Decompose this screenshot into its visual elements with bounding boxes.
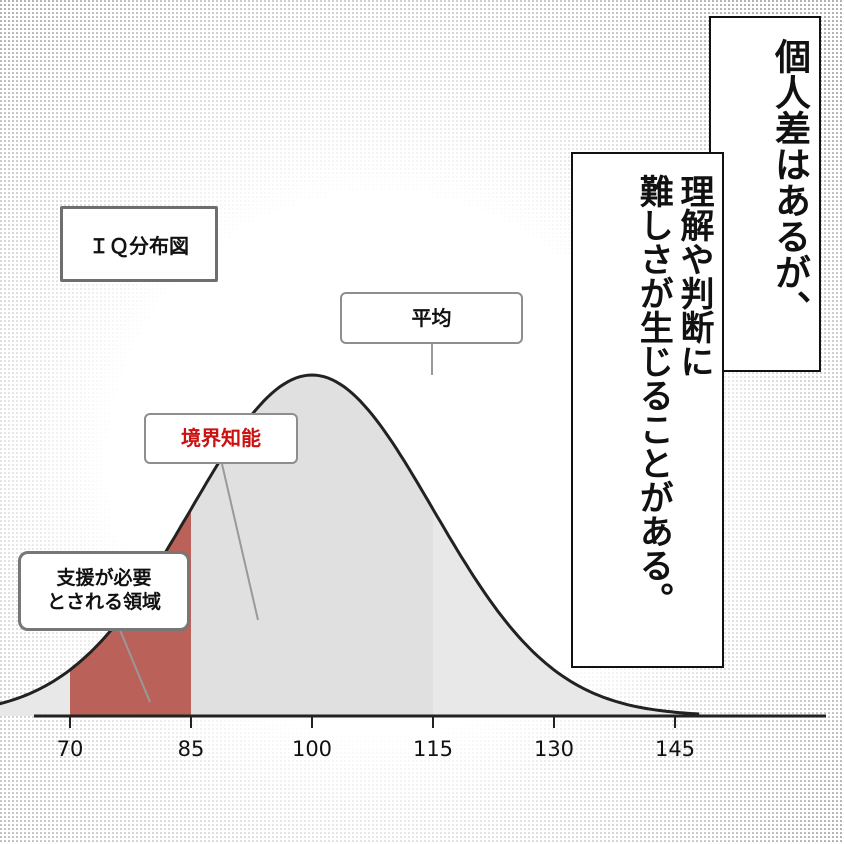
chart-title-box: ＩＱ分布図 — [60, 206, 218, 282]
mean-label: 平均 — [411, 305, 452, 330]
x-tick-label-70: 70 — [57, 737, 84, 761]
support-pointer — [119, 629, 151, 703]
x-tick-label-100: 100 — [292, 737, 332, 761]
x-tick-label-85: 85 — [178, 737, 205, 761]
speech-text-2: 理解や判断に 難しさが生じることがある。 — [633, 174, 714, 616]
borderline-pointer — [221, 463, 259, 621]
speech-bubble-1: 個人差はあるが、 — [709, 16, 821, 372]
speech-bubble-2: 理解や判断に 難しさが生じることがある。 — [571, 152, 724, 668]
borderline-label-box: 境界知能 — [144, 413, 298, 464]
support-label-box: 支援が必要 とされる領域 — [18, 551, 190, 631]
speech-text-1: 個人差はあるが、 — [769, 38, 811, 326]
distribution-curve — [0, 373, 700, 716]
x-tick-label-115: 115 — [413, 737, 453, 761]
x-tick-label-145: 145 — [655, 737, 695, 761]
borderline-label: 境界知能 — [181, 426, 261, 450]
mean-label-box: 平均 — [340, 292, 523, 344]
x-tick-label-130: 130 — [534, 737, 574, 761]
chart-title: ＩＱ分布図 — [89, 233, 189, 258]
support-label: 支援が必要 とされる領域 — [46, 567, 161, 613]
